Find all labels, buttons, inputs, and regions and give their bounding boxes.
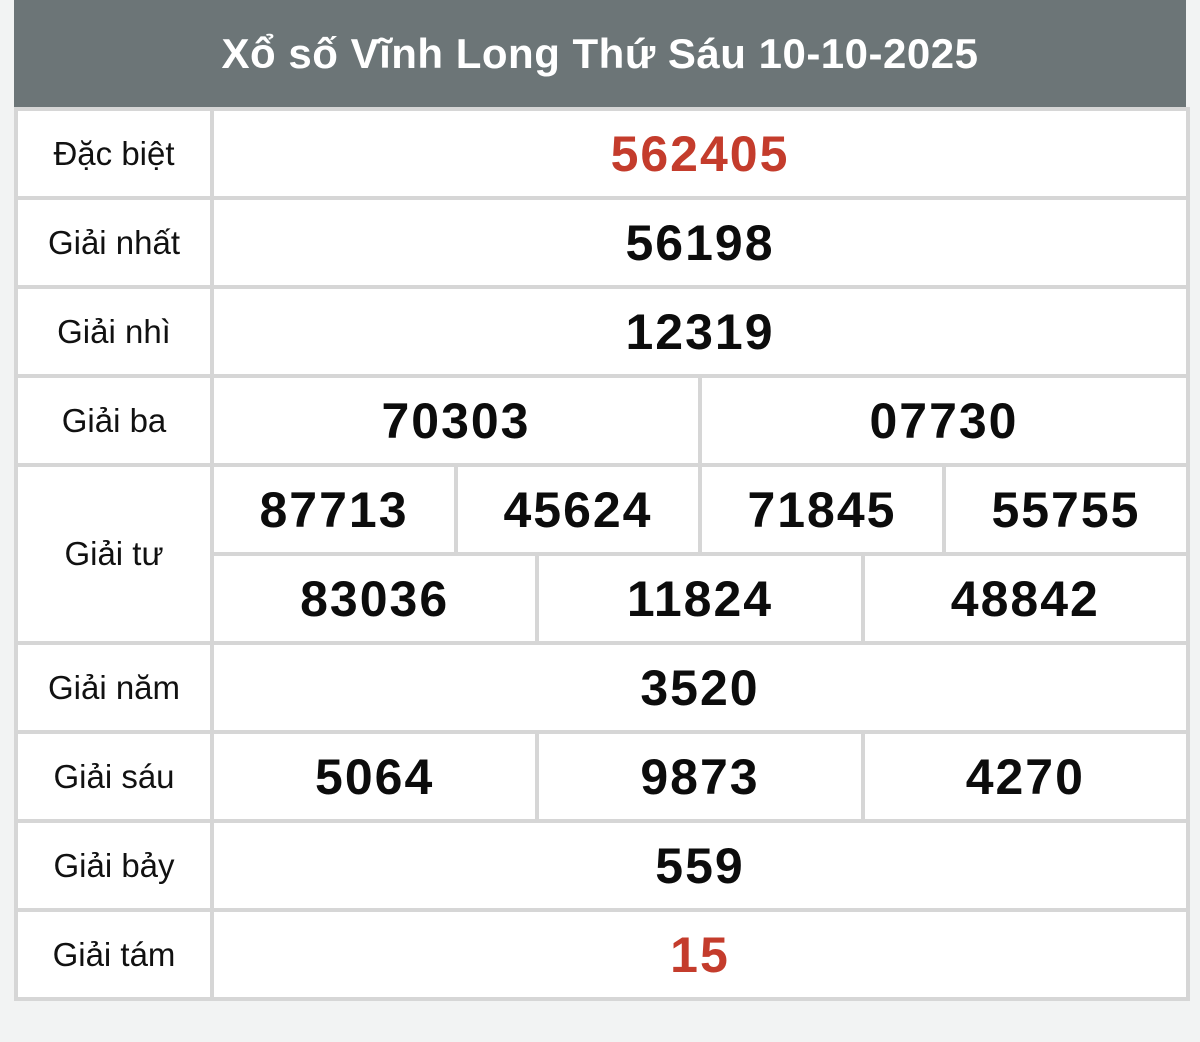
prize-number: 9873	[535, 730, 865, 823]
prize-number: 5064	[209, 730, 540, 823]
prize-number: 83036	[209, 552, 540, 645]
lottery-results-panel: Xổ số Vĩnh Long Thứ Sáu 10-10-2025 Đặc b…	[14, 0, 1190, 1001]
prize-number: 70303	[210, 374, 702, 467]
prize-number: 56198	[210, 196, 1190, 289]
prize-label-giai-tam: Giải tám	[14, 908, 214, 1001]
prize-number-giai-tam: 15	[210, 908, 1190, 1001]
table-row-giai-tu-1: Giải tư 87713 45624 71845 55755	[14, 463, 1190, 645]
prize-number: 55755	[941, 463, 1190, 556]
prize-number: 3520	[210, 641, 1190, 734]
prize-number: 559	[210, 819, 1190, 912]
table-row-giai-nhat: Giải nhất 56198	[14, 196, 1190, 289]
prize-label-giai-nam: Giải năm	[14, 641, 214, 734]
prize-number-special: 562405	[210, 107, 1190, 200]
prize-label-giai-tu: Giải tư	[14, 463, 214, 645]
prize-number: 07730	[697, 374, 1190, 467]
prize-label-giai-ba: Giải ba	[14, 374, 214, 467]
prize-label-giai-nhi: Giải nhì	[14, 285, 214, 378]
results-table: Đặc biệt 562405 Giải nhất 56198 Giải nhì…	[14, 107, 1190, 1001]
prize-number: 87713	[210, 463, 458, 556]
table-row-giai-nhi: Giải nhì 12319	[14, 285, 1190, 378]
table-row-giai-ba: Giải ba 70303 07730	[14, 374, 1190, 467]
table-row-giai-tu-2: 83036 11824 48842	[16, 552, 1190, 645]
table-row-giai-nam: Giải năm 3520	[14, 641, 1190, 734]
table-row-giai-sau: Giải sáu 5064 9873 4270	[14, 730, 1190, 823]
prize-number: 4270	[860, 730, 1190, 823]
table-row-giai-bay: Giải bảy 559	[14, 819, 1190, 912]
prize-label-giai-bay: Giải bảy	[14, 819, 214, 912]
page-title: Xổ số Vĩnh Long Thứ Sáu 10-10-2025	[221, 29, 979, 77]
prize-label-dac-biet: Đặc biệt	[14, 107, 214, 200]
prize-label-giai-nhat: Giải nhất	[14, 196, 214, 289]
prize-label-giai-sau: Giải sáu	[14, 730, 214, 823]
results-title-bar: Xổ số Vĩnh Long Thứ Sáu 10-10-2025	[14, 0, 1186, 107]
prize-number: 48842	[860, 552, 1190, 645]
prize-number: 11824	[535, 552, 865, 645]
prize-number: 71845	[697, 463, 946, 556]
prize-number: 45624	[453, 463, 702, 556]
table-row-giai-tam: Giải tám 15	[14, 908, 1190, 1001]
prize-number: 12319	[210, 285, 1190, 378]
table-row-dac-biet: Đặc biệt 562405	[14, 107, 1190, 200]
